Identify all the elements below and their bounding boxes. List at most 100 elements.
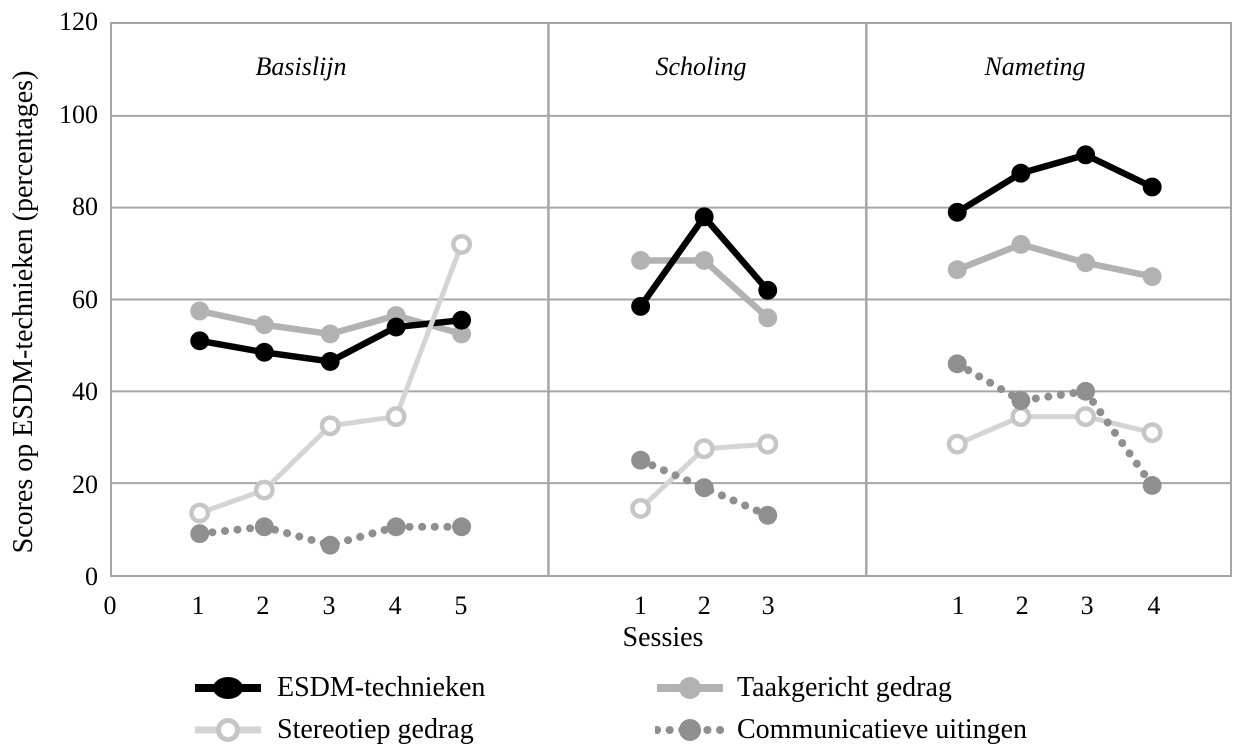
series-esdm-technieken (947, 145, 1162, 222)
legend-point-swatch (679, 677, 701, 699)
x-tick-label: 1 (951, 591, 965, 620)
plot-area (110, 22, 1232, 577)
data-point (758, 505, 778, 525)
data-point (694, 207, 714, 227)
data-point (1142, 267, 1162, 286)
series-line (956, 241, 1153, 280)
data-point (190, 331, 210, 351)
panel-title-scholing: Scholing (655, 52, 747, 81)
x-tick-label: 4 (1147, 591, 1161, 620)
data-point (693, 438, 715, 460)
series-line (198, 243, 464, 516)
series-stereotiep-gedrag (946, 406, 1163, 455)
data-point (452, 517, 472, 537)
panel-title-basislijn: Basislijn (255, 52, 347, 81)
data-point (631, 296, 651, 316)
data-point (1011, 163, 1031, 183)
data-point (1142, 177, 1162, 197)
data-point (320, 352, 340, 371)
data-point (452, 310, 472, 330)
data-point (386, 517, 406, 537)
data-point (320, 535, 340, 555)
data-point (190, 301, 210, 321)
legend-label-taakgericht-gedrag: Taakgericht gedrag (737, 672, 952, 703)
data-point (947, 354, 967, 374)
data-point (1076, 145, 1096, 165)
series-taakgericht-gedrag (631, 251, 778, 328)
legend-point-swatch (213, 677, 243, 699)
data-point (694, 478, 714, 498)
data-point (320, 324, 340, 344)
data-point (254, 342, 274, 362)
x-tick-label: 4 (388, 591, 402, 620)
legend-label-stereotiep-gedrag: Stereotiep gedrag (277, 714, 474, 745)
legend-point-swatch (216, 718, 240, 742)
y-tick-label: 80 (72, 192, 98, 221)
series-communicatieve-uitingen (947, 354, 1162, 495)
series-communicatieve-uitingen (631, 450, 778, 525)
series-esdm-technieken (190, 310, 472, 371)
data-point (190, 524, 210, 544)
y-tick-label: 0 (85, 562, 98, 591)
data-point (946, 433, 968, 455)
data-point (694, 251, 714, 270)
legend-marker-esdm-technieken (195, 677, 261, 699)
data-point (1011, 234, 1031, 254)
data-point (189, 502, 211, 524)
data-point (385, 406, 407, 428)
x-tick-label: 1 (634, 591, 647, 620)
data-point (631, 251, 651, 270)
data-point (319, 415, 341, 437)
data-point (1010, 406, 1032, 428)
series-taakgericht-gedrag (947, 234, 1162, 286)
data-point (452, 324, 472, 344)
data-point (757, 433, 779, 455)
data-point (630, 497, 652, 519)
data-point (631, 450, 651, 470)
data-point (947, 260, 967, 280)
y-tick-label: 20 (72, 469, 98, 499)
series-stereotiep-gedrag (189, 233, 473, 524)
series-line (636, 456, 772, 520)
data-point (947, 202, 967, 222)
data-point (386, 317, 406, 337)
x-tick-label: 5 (454, 591, 468, 620)
legend-label-esdm-technieken: ESDM-technieken (277, 672, 486, 703)
series-line (953, 359, 1157, 490)
data-point (1075, 406, 1097, 428)
x-tick-label: 3 (1080, 591, 1094, 620)
data-point (1142, 476, 1162, 495)
legend-marker-stereotiep-gedrag (195, 718, 261, 742)
data-point (451, 233, 473, 255)
y-tick-label: 100 (59, 99, 98, 129)
legend-marker-communicatieve-uitingen (655, 719, 725, 741)
x-tick-label: 2 (697, 591, 711, 620)
legend-marker-taakgericht-gedrag (657, 677, 723, 699)
legend-label-communicatieve-uitingen: Communicatieve uitingen (737, 714, 1028, 745)
data-point (254, 517, 274, 537)
x-tick-label: 0 (103, 591, 117, 620)
data-point (758, 280, 778, 300)
x-tick-label: 2 (256, 591, 270, 620)
series-esdm-technieken (631, 207, 778, 316)
data-point (758, 308, 778, 328)
series-stereotiep-gedrag (630, 433, 779, 519)
series-line (955, 151, 1154, 216)
y-tick-label: 120 (59, 7, 98, 36)
data-point (1076, 381, 1096, 401)
legend-point-swatch (679, 719, 701, 741)
x-tick-label: 3 (322, 591, 336, 620)
x-tick-label: 3 (761, 591, 775, 620)
panel-title-nameting: Nameting (984, 52, 1086, 81)
data-point (1141, 422, 1163, 444)
data-point (1076, 253, 1096, 273)
series-line (956, 414, 1153, 447)
y-tick-label: 40 (72, 377, 98, 406)
series-communicatieve-uitingen (190, 517, 472, 555)
x-tick-label: 2 (1015, 591, 1029, 620)
chart-canvas (112, 24, 1230, 575)
data-point (254, 315, 274, 335)
x-tick-label: 1 (191, 591, 205, 620)
data-point (1011, 391, 1031, 410)
